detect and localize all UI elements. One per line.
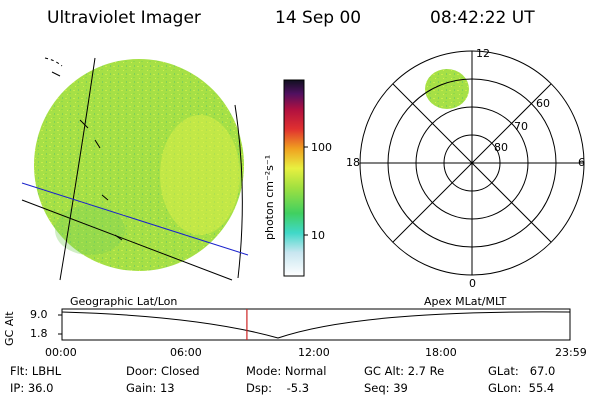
altitude-axis-label: GC Alt [3, 311, 16, 346]
altitude-plot [58, 308, 571, 341]
auroral-oval-blob [425, 69, 469, 109]
apex-label: Apex MLat/MLT [424, 295, 507, 308]
mlt-label-0: 0 [469, 277, 476, 290]
info-filter: Flt: LBHL [10, 364, 62, 378]
info-door: Door: Closed [126, 364, 200, 378]
time-tick-0000: 00:00 [45, 346, 77, 359]
altitude-curve [61, 311, 571, 339]
time-tick-1800: 18:00 [425, 346, 457, 359]
lat-label-60: 60 [536, 97, 550, 110]
altitude-tick-high: 9.0 [30, 308, 48, 321]
instrument-title: Ultraviolet Imager [47, 8, 201, 28]
image-time: 08:42:22 UT [430, 8, 535, 28]
lat-label-70: 70 [514, 120, 528, 133]
altitude-tick-low: 1.8 [30, 327, 48, 340]
colorbar-unit-label: photon cm⁻²s⁻¹ [263, 154, 276, 240]
time-tick-2359: 23:59 [555, 346, 587, 359]
time-tick-0600: 06:00 [170, 346, 202, 359]
mlt-label-12: 12 [476, 47, 490, 60]
image-date: 14 Sep 00 [275, 8, 362, 28]
geographic-label: Geographic Lat/Lon [70, 295, 178, 308]
geographic-grid [21, 57, 249, 281]
polar-plot [359, 50, 585, 276]
info-dsp: Dsp: -5.3 [246, 381, 310, 395]
info-seq: Seq: 39 [364, 381, 408, 395]
uv-image-disk [34, 59, 244, 271]
info-gain: Gain: 13 [126, 381, 175, 395]
info-glon: GLon: 55.4 [488, 381, 555, 395]
info-mode: Mode: Normal [246, 364, 327, 378]
mlt-label-18: 18 [346, 156, 360, 169]
info-glat: GLat: 67.0 [488, 364, 556, 378]
colorbar-label-100: 100 [311, 141, 332, 154]
lat-label-80: 80 [494, 141, 508, 154]
colorbar [283, 79, 305, 277]
time-tick-1200: 12:00 [298, 346, 330, 359]
colorbar-label-10: 10 [311, 229, 325, 242]
mlt-label-6: 6 [578, 156, 585, 169]
info-ip: IP: 36.0 [10, 381, 54, 395]
info-gc-alt: GC Alt: 2.7 Re [364, 364, 445, 378]
